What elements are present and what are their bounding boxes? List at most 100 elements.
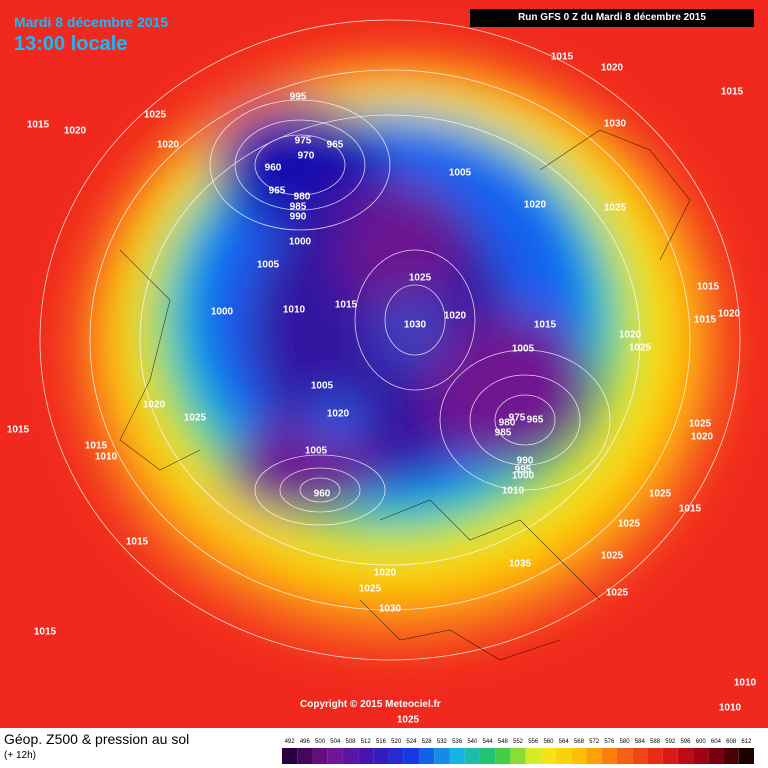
scale-label: 544 bbox=[483, 739, 494, 745]
isobar-label: 1010 bbox=[719, 703, 742, 714]
coastlines bbox=[119, 129, 691, 661]
isobar-label: 1030 bbox=[604, 119, 627, 130]
scale-label: 500 bbox=[315, 739, 326, 745]
isobar-label: 1025 bbox=[409, 273, 432, 284]
scale-label: 564 bbox=[559, 739, 570, 745]
isobar-label: 1025 bbox=[649, 489, 672, 500]
isobar-label: 1020 bbox=[691, 432, 714, 443]
scale-label: 572 bbox=[589, 739, 600, 745]
scale-swatch bbox=[373, 748, 389, 764]
lead-time: (+ 12h) bbox=[4, 750, 36, 761]
scale-label: 584 bbox=[635, 739, 646, 745]
isobar-label: 1030 bbox=[379, 604, 402, 615]
isobar-label: 960 bbox=[314, 489, 331, 500]
scale-label: 536 bbox=[452, 739, 463, 745]
scale-swatch bbox=[479, 748, 496, 764]
scale-label: 552 bbox=[513, 739, 524, 745]
scale-swatch bbox=[708, 748, 724, 764]
scale-label: 588 bbox=[650, 739, 661, 745]
scale-swatch bbox=[510, 748, 526, 764]
isobar-label: 980 bbox=[499, 418, 516, 429]
isobar-label: 1015 bbox=[335, 300, 358, 311]
isobar-label: 1025 bbox=[359, 584, 382, 595]
scale-swatch bbox=[601, 748, 617, 764]
scale-label: 556 bbox=[528, 739, 539, 745]
scale-label: 516 bbox=[376, 739, 387, 745]
isobar-label: 965 bbox=[327, 140, 344, 151]
scale-swatch bbox=[738, 748, 754, 764]
isobar-label: 1015 bbox=[679, 504, 702, 515]
scale-label: 508 bbox=[346, 739, 357, 745]
isobar-label: 990 bbox=[517, 456, 534, 467]
isobar-label: 995 bbox=[290, 92, 307, 103]
scale-swatch bbox=[677, 748, 694, 764]
isobar-label: 980 bbox=[294, 192, 311, 203]
isobar-label: 1005 bbox=[257, 260, 280, 271]
isobar-label: 1025 bbox=[618, 519, 641, 530]
scale-swatch bbox=[282, 748, 298, 764]
isobar-label: 1020 bbox=[157, 140, 180, 151]
isobar-label: 1005 bbox=[449, 168, 472, 179]
isobar-label: 1015 bbox=[534, 320, 557, 331]
isobar-label: 985 bbox=[495, 428, 512, 439]
isobar-label: 1025 bbox=[601, 551, 624, 562]
color-scale: 492 496 500 504 508 512 516 520 524 528 532 536 540 5… bbox=[282, 739, 754, 764]
isobar-lines bbox=[39, 19, 741, 661]
isobar-label: 1025 bbox=[689, 419, 712, 430]
scale-label: 496 bbox=[300, 739, 311, 745]
isobar-label: 1000 bbox=[211, 307, 234, 318]
scale-swatch bbox=[434, 748, 450, 764]
scale-swatch bbox=[556, 748, 572, 764]
isobar-label: 1020 bbox=[718, 309, 741, 320]
scale-label: 596 bbox=[680, 739, 691, 745]
scale-swatch bbox=[312, 748, 328, 764]
scale-swatch bbox=[464, 748, 480, 764]
scale-swatch bbox=[495, 748, 511, 764]
scale-swatch bbox=[525, 748, 541, 764]
isobar-label: 1000 bbox=[512, 471, 535, 482]
isobar-label: 1025 bbox=[397, 715, 420, 726]
isobar-label: 970 bbox=[298, 151, 315, 162]
isobar-label: 1015 bbox=[126, 537, 149, 548]
scale-label: 504 bbox=[330, 739, 341, 745]
isobar-label: 990 bbox=[290, 212, 307, 223]
local-time: 13:00 locale bbox=[14, 33, 128, 55]
isobar-label: 1020 bbox=[619, 330, 642, 341]
isobar-label: 1020 bbox=[327, 409, 350, 420]
scale-swatch bbox=[632, 748, 648, 764]
isobar-label: 965 bbox=[269, 186, 286, 197]
isobar-label: 1020 bbox=[143, 400, 166, 411]
map-title: Géop. Z500 & pression au sol bbox=[4, 731, 190, 747]
isobar-label: 1015 bbox=[34, 627, 57, 638]
run-info: Run GFS 0 Z du Mardi 8 décembre 2015 bbox=[470, 9, 754, 27]
isobar-label: 965 bbox=[527, 415, 544, 426]
scale-label: 540 bbox=[467, 739, 478, 745]
isobar-label: 1005 bbox=[311, 381, 334, 392]
scale-label: 492 bbox=[285, 739, 296, 745]
scale-label: 612 bbox=[741, 739, 752, 745]
isobar-label: 1035 bbox=[509, 559, 532, 570]
scale-label: 532 bbox=[437, 739, 448, 745]
isobar-label: 975 bbox=[509, 413, 526, 424]
scale-swatch bbox=[388, 748, 404, 764]
scale-swatch bbox=[297, 748, 313, 764]
isobar-label: 1030 bbox=[404, 320, 427, 331]
scale-swatch bbox=[693, 748, 709, 764]
scale-swatch bbox=[647, 748, 663, 764]
scale-label: 600 bbox=[696, 739, 707, 745]
scale-label: 524 bbox=[406, 739, 417, 745]
isobar-label: 1010 bbox=[283, 305, 306, 316]
scale-label: 580 bbox=[620, 739, 631, 745]
isobar-label: 1020 bbox=[524, 200, 547, 211]
scale-swatch bbox=[449, 748, 465, 764]
copyright: Copyright © 2015 Meteociel.fr bbox=[300, 699, 441, 710]
isobar-label: 1005 bbox=[305, 446, 328, 457]
scale-swatch bbox=[327, 748, 343, 764]
scale-swatch bbox=[342, 748, 359, 764]
isobar-label: 1020 bbox=[64, 126, 87, 137]
isobar-label: 1020 bbox=[444, 311, 467, 322]
scale-swatch bbox=[419, 748, 435, 764]
isobar-label: 1015 bbox=[551, 52, 574, 63]
